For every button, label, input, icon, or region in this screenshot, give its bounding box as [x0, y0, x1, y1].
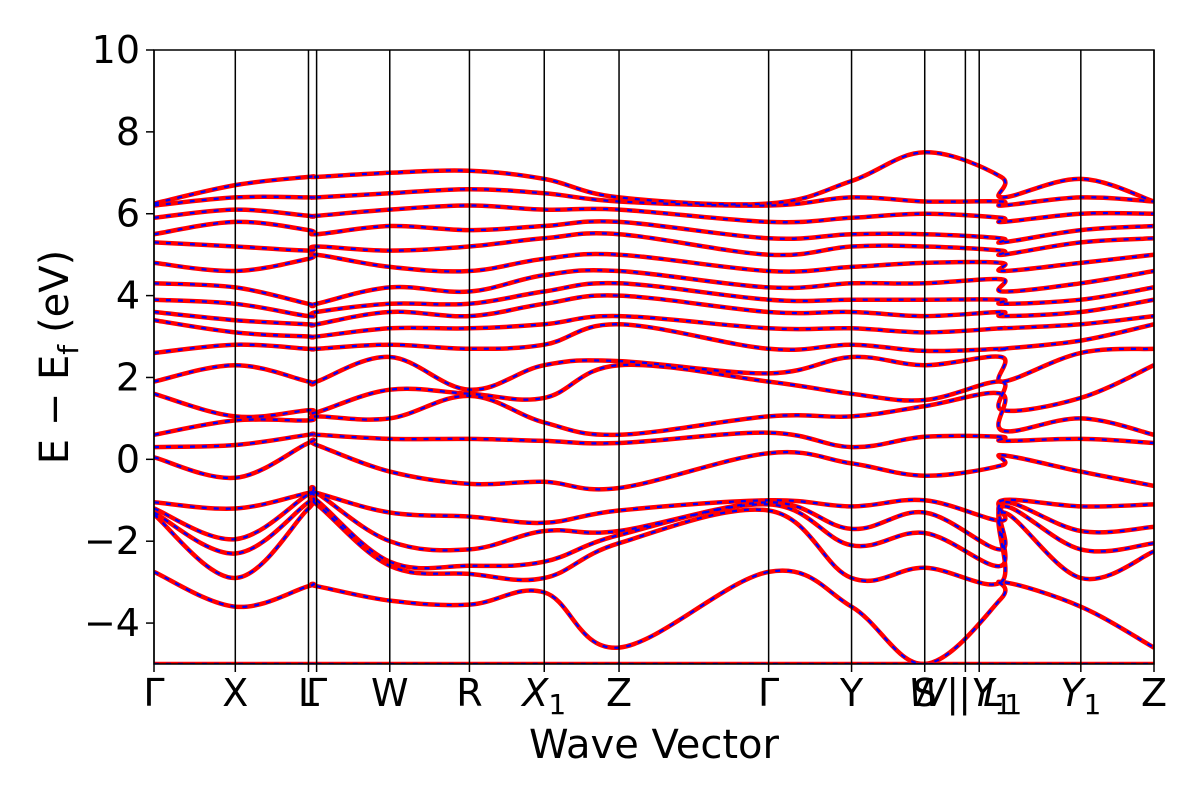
y-ticks: −4 −2 0 2 4 6 8 10 — [84, 28, 154, 645]
y-axis-title: E − Ef (eV) — [32, 250, 85, 465]
y-tick-label: 6 — [116, 192, 140, 236]
band-line-series-1-band-19 — [154, 204, 1154, 224]
x-tick-label: Y — [839, 671, 864, 715]
x-tick-label: Γ — [143, 671, 164, 715]
y-tick-label: 10 — [92, 28, 140, 72]
x-tick-label-main: Z — [1141, 671, 1167, 715]
plot-area — [153, 49, 1155, 665]
y-tick-label: −2 — [84, 519, 140, 563]
x-tick-label-sub: 1 — [1004, 688, 1022, 721]
band-line-series-1-band-6 — [154, 438, 1154, 491]
band-line-series-1-band-5 — [154, 489, 1154, 525]
y-tick-label: 2 — [116, 355, 140, 399]
band-line-series-1-band-4 — [154, 486, 1154, 552]
x-tick-label-main: R — [456, 671, 482, 715]
plot-border — [153, 49, 1155, 665]
band-line-series-0-band-9 — [154, 362, 1154, 420]
x-tick-label: Z — [606, 671, 632, 715]
x-tick-label: X1 — [520, 671, 566, 721]
x-tick-label: S — [913, 671, 937, 715]
x-tick-label: L — [298, 671, 319, 715]
band-line-series-1-band-11 — [154, 323, 1154, 354]
x-tick-label: W — [371, 671, 409, 715]
band-line-series-1-band-2 — [154, 496, 1154, 586]
y-tick-label: −4 — [84, 601, 140, 645]
band-line-series-1-band-1 — [154, 569, 1154, 664]
x-ticks: Γ X LΓ W R X1 Z Γ Y SW | L1| Y1 Y1 Z — [143, 664, 1167, 721]
x-tick-label: | Y1 — [946, 671, 1012, 721]
band-line-series-1-band-10 — [154, 347, 1154, 391]
y-axis-title-sub: f — [52, 344, 85, 355]
band-line-series-0-band-16 — [154, 251, 1154, 274]
band-line-series-1-band-8 — [154, 391, 1154, 436]
band-line-series-1-band-3 — [154, 492, 1154, 570]
x-tick-label-main: X — [222, 671, 248, 715]
x-tick-label: Γ — [758, 671, 779, 715]
x-tick-label: R — [456, 671, 482, 715]
y-tick-label: 4 — [116, 274, 140, 318]
y-axis-title-unit: (eV) — [32, 250, 78, 333]
x-tick-label-main: Y — [839, 671, 864, 715]
x-tick-label-main: S — [913, 671, 937, 715]
x-tick-label-main: W | L — [909, 671, 1005, 716]
y-axis-title-main: E − E — [32, 355, 78, 465]
x-tick-label: X — [222, 671, 248, 715]
band-line-series-1-band-14 — [154, 281, 1154, 318]
x-tick-label-sub: 1 — [548, 688, 566, 721]
x-tick-label: Y1 — [1060, 671, 1101, 721]
x-tick-label-main: L — [298, 671, 319, 715]
x-axis-title: Wave Vector — [529, 722, 780, 768]
x-tick-label-main: Γ — [758, 671, 779, 715]
x-tick-label-main: | Y — [946, 671, 997, 716]
x-tick-label-sub: 1 — [1084, 688, 1102, 721]
band-line-series-1-band-7 — [154, 431, 1154, 449]
x-tick-label: Z — [1141, 671, 1167, 715]
band-line-series-1-band-12 — [154, 314, 1154, 339]
y-tick-label: 8 — [116, 110, 140, 154]
x-tick-label-main: Z — [606, 671, 632, 715]
band-line-series-1-band-13 — [154, 294, 1154, 327]
x-tick-label-main: Γ — [306, 671, 327, 715]
band-line-series-1-band-17 — [154, 232, 1154, 257]
x-tick-label-main: Γ — [143, 671, 164, 715]
x-tick-label-main: Y — [1060, 671, 1086, 715]
band-line-series-1-band-20 — [154, 188, 1154, 207]
band-line-series-1-band-18 — [154, 220, 1154, 244]
band-line-series-1-band-15 — [154, 269, 1154, 308]
y-tick-label: 0 — [116, 437, 140, 481]
x-tick-label-main: X — [520, 671, 549, 715]
x-tick-label: W | L1 — [909, 671, 1023, 721]
x-tick-label-sub: 1 — [994, 688, 1012, 721]
x-tick-label-main: W — [371, 671, 409, 715]
x-tick-label: Γ — [306, 671, 327, 715]
bands-layer — [154, 150, 1154, 664]
band-line-series-1-band-21 — [154, 151, 1154, 206]
